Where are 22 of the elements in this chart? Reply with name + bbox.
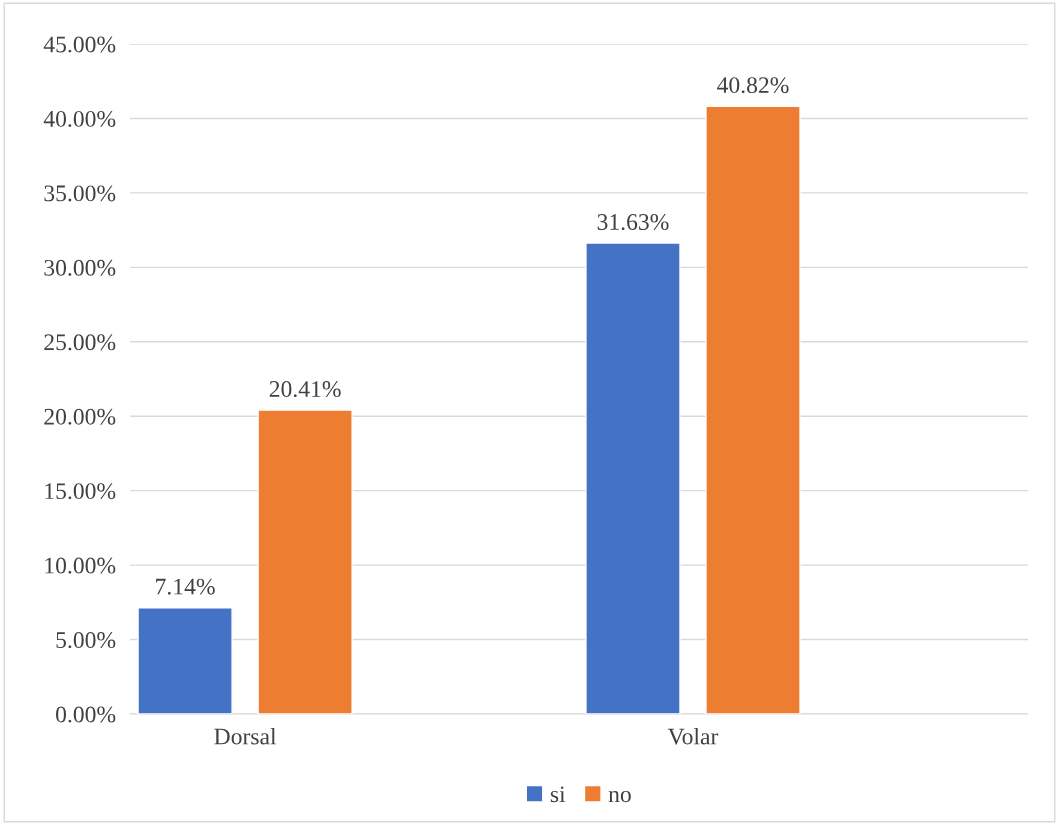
- y-tick-label: 0.00%: [56, 706, 116, 723]
- y-tick-label: 5.00%: [56, 632, 116, 649]
- data-label: 31.63%: [597, 214, 669, 231]
- bar: [137, 606, 233, 714]
- y-tick-label: 45.00%: [43, 36, 116, 53]
- y-tick-label: 15.00%: [45, 483, 116, 500]
- data-label: 40.82%: [717, 77, 789, 94]
- y-tick-label: 10.00%: [45, 557, 116, 574]
- legend-label: si: [550, 786, 566, 803]
- legend-label: no: [608, 790, 631, 803]
- bar: [705, 105, 801, 714]
- y-tick-label: 30.00%: [44, 259, 116, 276]
- y-tick-label: 20.00%: [44, 408, 116, 425]
- y-tick-label: 40.00%: [43, 110, 116, 127]
- x-tick-label: Volar: [667, 727, 719, 745]
- data-label: 7.14%: [156, 578, 215, 595]
- y-tick-label: 35.00%: [44, 185, 116, 202]
- bar: [585, 242, 681, 714]
- x-tick-label: Dorsal: [214, 727, 277, 745]
- data-label: 20.41%: [269, 381, 341, 398]
- bar: [257, 409, 353, 714]
- y-tick-label: 25.00%: [44, 334, 116, 351]
